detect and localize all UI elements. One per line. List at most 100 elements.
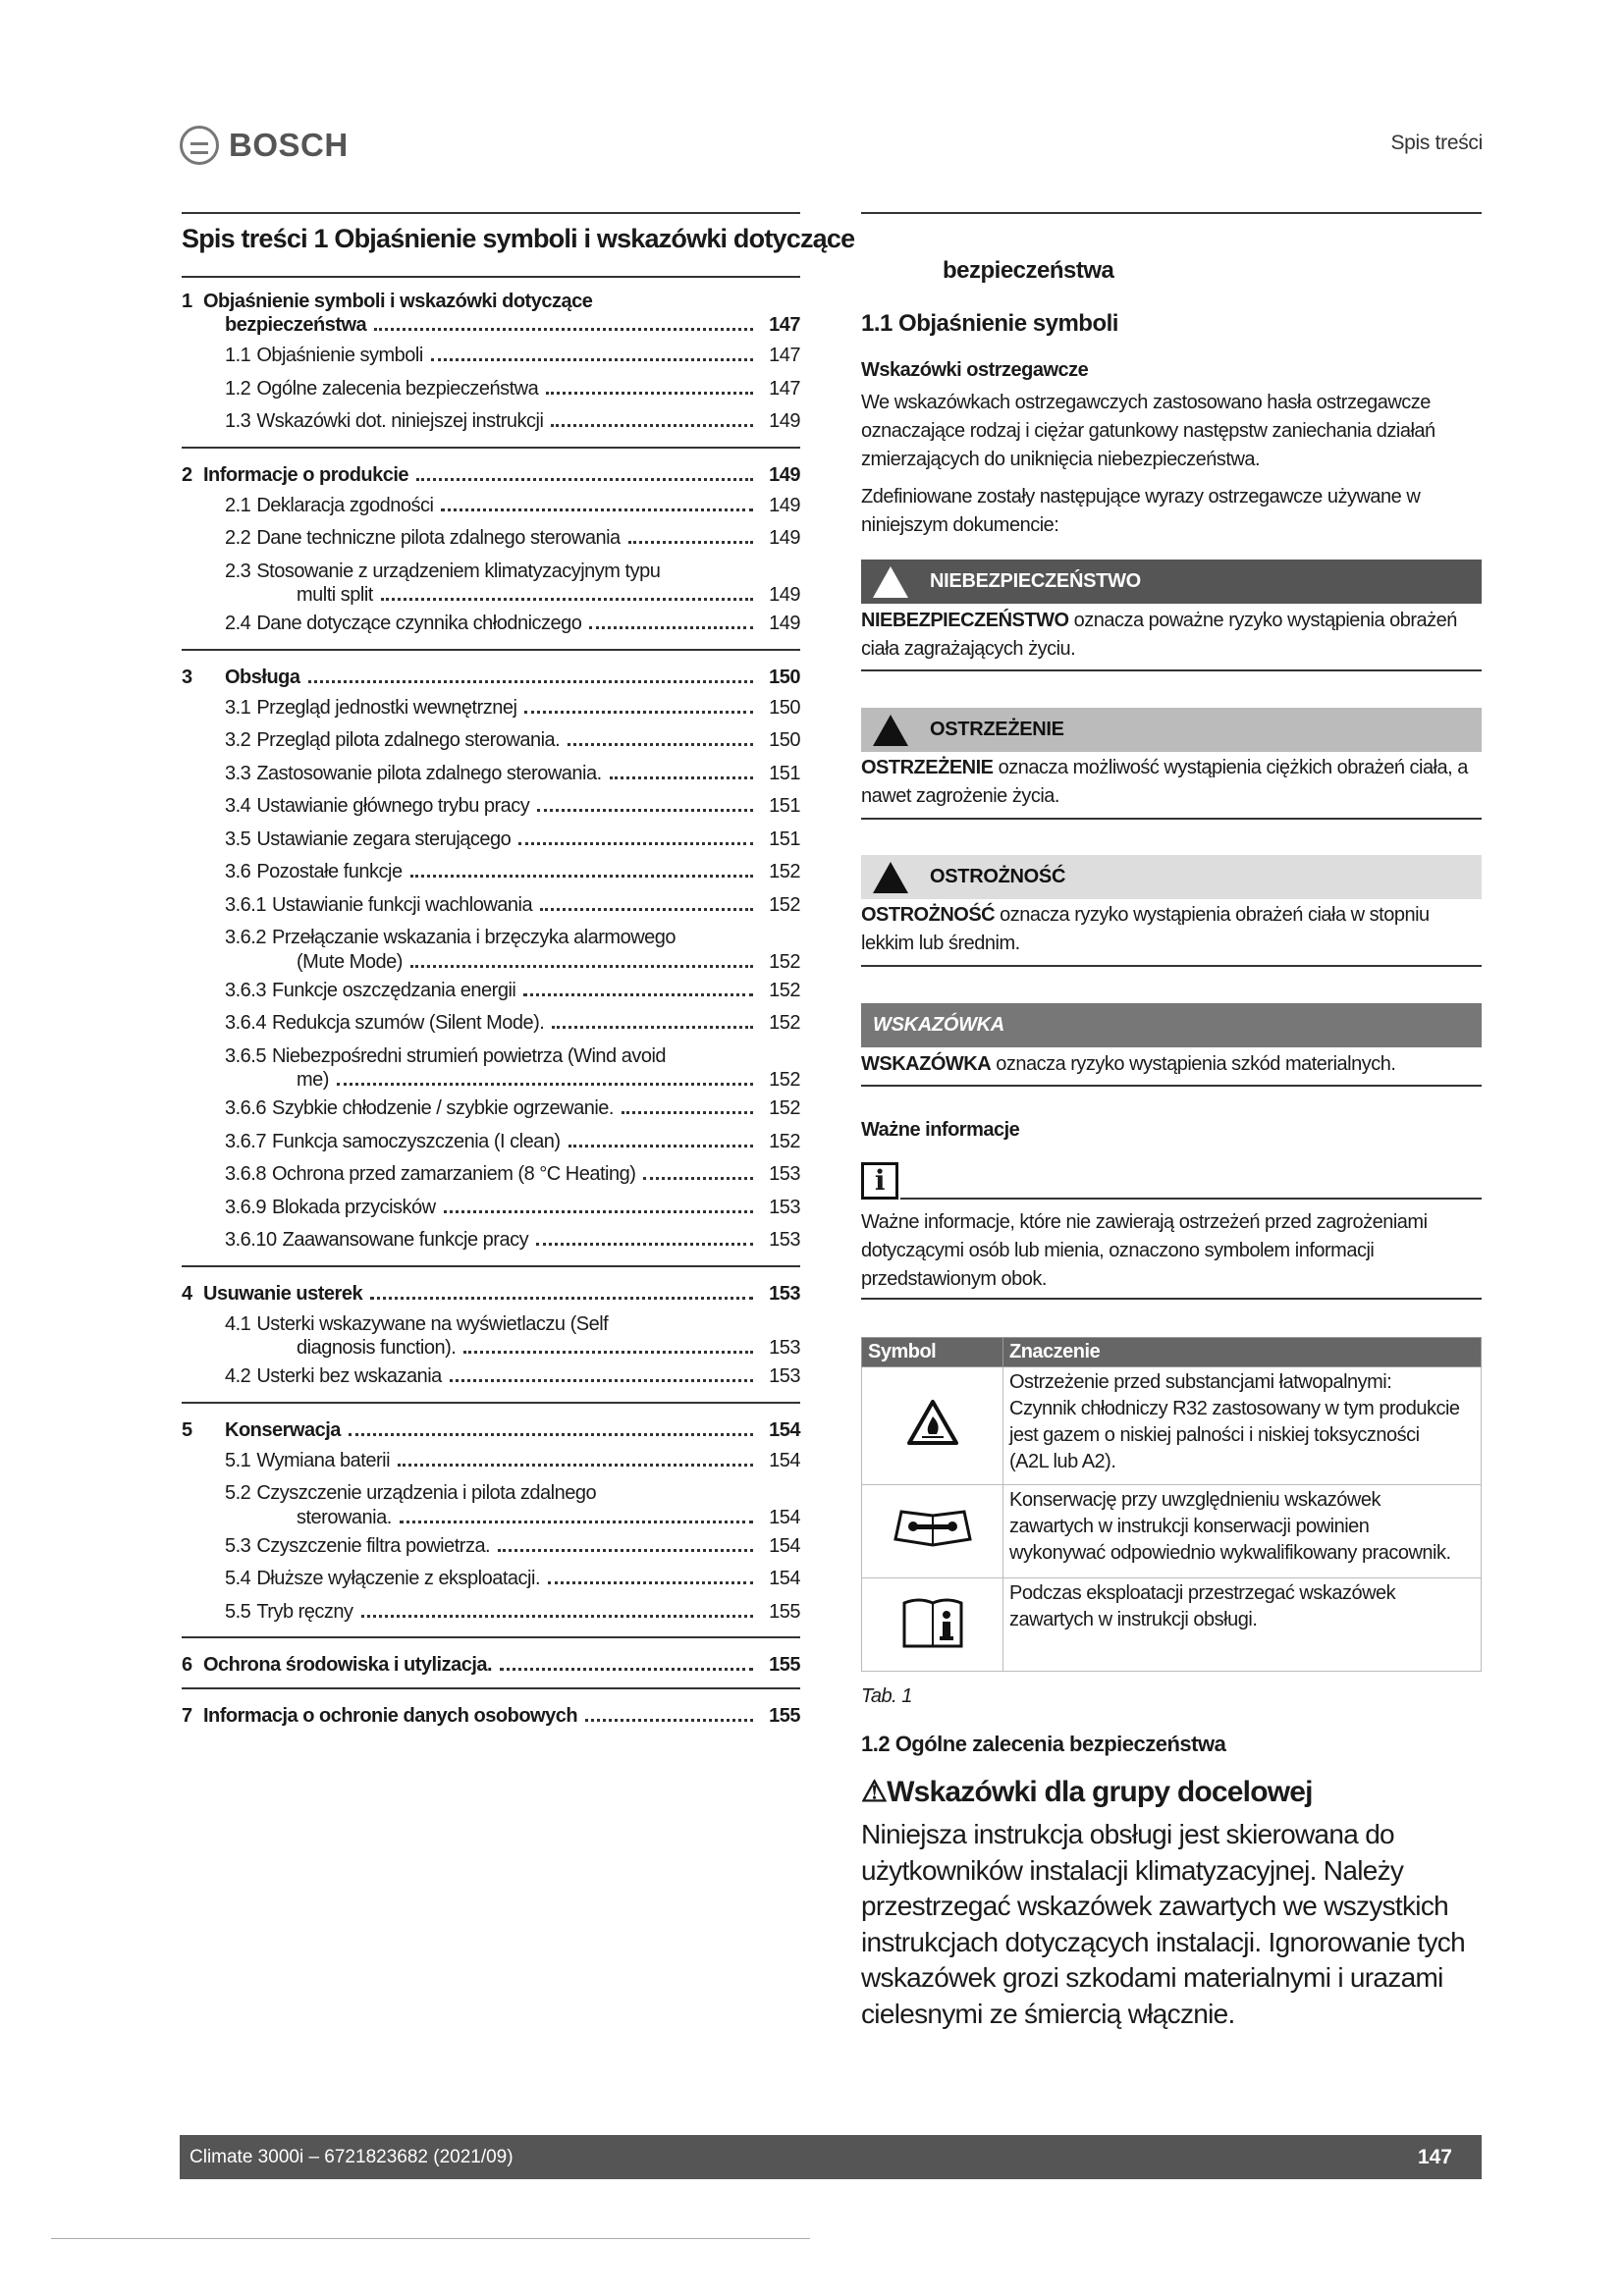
dot-leader [336,1083,753,1086]
running-header: Spis treści [1390,132,1483,154]
toc-entry[interactable]: 1 Objaśnienie symboli i wskazówki dotyczą… [182,287,800,316]
toc-entry[interactable]: 2.2 Dane techniczne pilota zdalnego stero… [182,522,801,556]
toc-label: Ogólne zalecenia bezpieczeństwa [256,377,539,400]
toc-entry[interactable]: sterowania. 154 [182,1505,801,1530]
toc-entry[interactable]: 3.6.9 Blokada przycisków 153 [182,1192,801,1225]
toc-entry[interactable]: 5.4 Dłuższe wyłączenie z eksploatacji. 154 [182,1563,801,1596]
toc-entry[interactable]: 2 Informacje o produkcie 149 [182,460,801,490]
toc-page: 149 [769,613,800,634]
divider [900,1198,1482,1200]
toc-entry[interactable]: 3.6.4 Redukcja szumów (Silent Mode). 152 [182,1007,801,1041]
toc-entry[interactable]: 3.6.1 Ustawianie funkcji wachlowania 152 [182,889,801,923]
toc-entry[interactable]: 3 Obsługa 150 [182,663,801,692]
toc-entry[interactable]: bezpieczeństwa 147 [182,310,801,340]
toc-entry[interactable]: 4.1 Usterki wskazywane na wyświetlaczu (S… [182,1308,800,1342]
caution-label: OSTROŻNOŚĆ [930,866,1066,887]
toc-page: 153 [769,1337,800,1359]
subheading-important-info: Ważne informacje [861,1119,1020,1141]
toc-number: 4 [182,1282,192,1305]
toc-page: 152 [769,1130,800,1152]
toc-entry[interactable]: 4 Usuwanie usterek 153 [182,1279,801,1308]
toc-page: 153 [769,1229,800,1251]
toc-entry[interactable]: 3.5 Ustawianie zegara sterującego 151 [182,824,801,857]
toc-entry[interactable]: 3.6.10 Zaawansowane funkcje pracy 153 [182,1224,801,1257]
toc-entry[interactable]: 2.1 Deklaracja zgodności 149 [182,490,801,523]
toc-number: 5 [182,1418,192,1441]
toc-entry[interactable]: 2.3 Stosowanie z urządzeniem klimatyzacyj… [182,556,800,589]
toc-entry[interactable]: 1.2 Ogólne zalecenia bezpieczeństwa 147 [182,373,801,406]
toc-entry[interactable]: 3.6.6 Szybkie chłodzenie / szybkie ogrzew… [182,1093,801,1126]
toc-entry[interactable]: 5.3 Czyszczenie filtra powietrza. 154 [182,1530,801,1564]
toc-page: 151 [769,762,800,784]
toc-entry[interactable]: 3.6.8 Ochrona przed zamarzaniem (8 °C Hea… [182,1158,801,1192]
danger-banner: NIEBEZPIECZEŃSTWO [861,560,1482,604]
toc-page: 153 [769,1196,800,1218]
toc-entry[interactable]: 3.3 Zastosowanie pilota zdalnego sterowan… [182,758,801,791]
toc-entry[interactable]: 5.1 Wymiana baterii 154 [182,1445,801,1478]
toc-entry[interactable]: 7 Informacja o ochronie danych osobowych 1… [182,1701,801,1731]
dot-leader [500,1668,753,1671]
toc-page: 154 [769,1506,800,1528]
toc-title: Spis treści 1 Objaśnienie symboli i wska… [182,224,855,253]
dot-leader [523,992,753,996]
dot-leader [409,875,753,878]
toc-section: 2 Informacje o produkcie 149 2.1 Deklaracja … [182,458,801,651]
text-line: ciała zagrażających życiu. [861,638,1076,660]
toc-entry[interactable]: 3.6.3 Funkcje oszczędzania energii 152 [182,975,801,1008]
toc-page: 149 [769,527,800,549]
toc-label: me) [297,1069,329,1091]
toc-label: Dane techniczne pilota zdalnego sterowan… [256,527,621,549]
toc-page: 152 [769,1069,800,1091]
toc-entry[interactable]: 5.5 Tryb ręczny 155 [182,1596,801,1629]
toc-page: 152 [769,1097,800,1119]
toc-entry[interactable]: 1.1 Objaśnienie symboli 147 [182,340,801,373]
warning-label: OSTRZEŻENIE [930,719,1064,740]
toc-label: Zaawansowane funkcje pracy [282,1229,529,1251]
toc-label: Wymiana baterii [256,1449,391,1471]
toc-entry[interactable]: 3.6.2 Przełączanie wskazania i brzęczyka … [182,922,800,955]
toc-entry[interactable]: 2.4 Dane dotyczące czynnika chłodniczego 1… [182,608,801,641]
toc-entry[interactable]: me) 152 [182,1067,801,1093]
toc-label: Pozostałe funkcje [256,861,403,882]
toc-entry[interactable]: diagnosis function). 153 [182,1335,801,1361]
toc-entry[interactable]: 1.3 Wskazówki dot. niniejszej instrukcji 1… [182,405,801,439]
toc-label: Przełączanie wskazania i brzęczyka alarm… [271,927,677,948]
warning-triangle-icon [873,565,908,598]
dot-leader [537,809,753,812]
text-line: wykonywać odpowiednio wykwalifikowany pr… [1009,1542,1451,1564]
toc-label: Ustawianie funkcji wachlowania [271,893,533,916]
toc-number: 1.1 [225,345,251,366]
toc-label: Usterki bez wskazania [256,1365,442,1387]
text-line: wskazówek grozi szkodami materialnymi i … [861,1962,1443,1993]
text-line: Niniejsza instrukcja obsługi jest skiero… [861,1819,1395,1849]
dot-leader [463,1351,753,1354]
toc-label: Czyszczenie urządzenia i pilota zdalnego [256,1482,597,1504]
toc-entry[interactable]: 5 Konserwacja 154 [182,1415,801,1445]
text-line: jest gazem o niskiej palności i niskiej … [1009,1424,1420,1446]
danger-term: NIEBEZPIECZEŃSTWO [861,610,1069,631]
toc-entry[interactable]: multi split 149 [182,582,801,608]
toc-label: Ustawianie zegara sterującego [256,828,512,850]
toc-page: 152 [769,950,800,973]
toc-entry[interactable]: 3.2 Przegląd pilota zdalnego sterowania. 1… [182,724,801,758]
column-header: Znaczenie [1002,1337,1482,1367]
text-line: dotyczącymi osób lub mienia, oznaczono s… [861,1240,1375,1261]
toc-entry[interactable]: 5.2 Czyszczenie urządzenia i pilota zdaln… [182,1477,800,1511]
toc-entry[interactable]: 3.1 Przegląd jednostki wewnętrznej 150 [182,692,801,725]
toc-label: Stosowanie z urządzeniem klimatyzacyjnym… [256,560,661,582]
toc-entry[interactable]: 3.6 Pozostałe funkcje 152 [182,856,801,889]
table-cell: Ostrzeżenie przed substancjami łatwopaln… [1002,1366,1482,1485]
toc-label: Usterki wskazywane na wyświetlaczu (Self [256,1312,609,1335]
toc-entry[interactable]: 4.2 Usterki bez wskazania 153 [182,1361,801,1394]
toc-entry[interactable]: 6 Ochrona środowiska i utylizacja. 155 [182,1650,801,1680]
toc-label: Blokada przycisków [271,1196,436,1218]
toc-entry[interactable]: 3.6.5 Niebezpośredni strumień powietrza (… [182,1041,800,1074]
toc-number: 3.6.7 [225,1130,266,1152]
subheading-warnings: Wskazówki ostrzegawcze [861,359,1089,381]
toc-entry[interactable]: 3.6.7 Funkcja samoczyszczenia (I clean) 15… [182,1126,801,1159]
toc-entry[interactable]: (Mute Mode) 152 [182,949,801,975]
text-line: oznacza ryzyko wystąpienia obrażeń ciała… [995,904,1430,926]
text-line: Ostrzeżenie przed substancjami łatwopaln… [1009,1371,1392,1393]
toc-entry[interactable]: 3.4 Ustawianie głównego trybu pracy 151 [182,790,801,824]
toc-page: 149 [769,410,800,432]
